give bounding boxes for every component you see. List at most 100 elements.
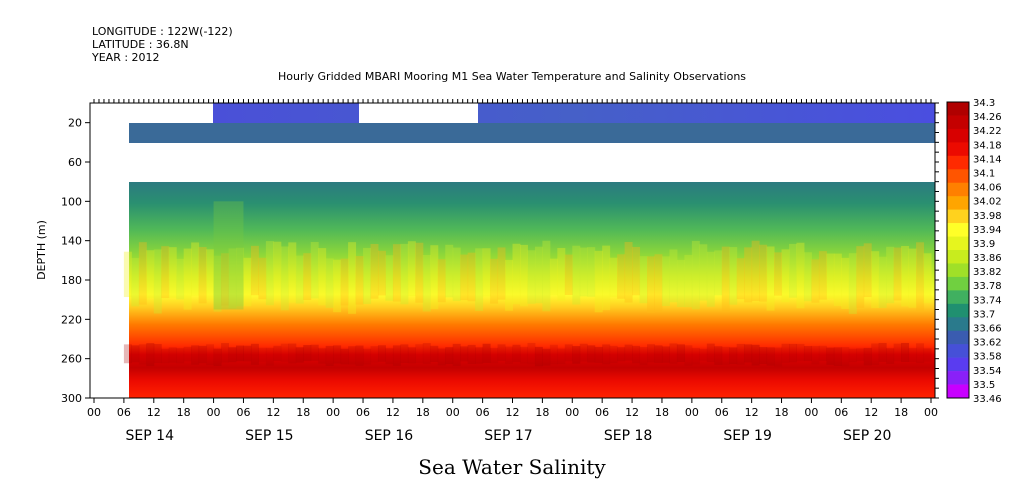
salinity-core-mark — [654, 345, 663, 363]
salinity-variation-mark — [699, 244, 708, 301]
salinity-variation-mark — [916, 242, 925, 311]
salinity-variation-mark — [460, 254, 469, 301]
latitude-text: LATITUDE : 36.8N — [92, 38, 189, 51]
salinity-core-mark — [467, 344, 476, 364]
colorbar-swatch — [947, 371, 969, 385]
salinity-variation-mark — [161, 246, 170, 299]
salinity-core-mark — [557, 348, 566, 365]
year-text: YEAR : 2012 — [91, 51, 160, 64]
salinity-variation-mark — [901, 245, 910, 307]
salinity-core-mark — [198, 345, 207, 364]
salinity-variation-mark — [886, 246, 895, 304]
salinity-variation-mark — [736, 258, 745, 300]
salinity-variation-mark — [549, 258, 558, 296]
salinity-variation-mark — [527, 250, 536, 304]
salinity-core-mark — [587, 345, 596, 363]
salinity-core-mark — [437, 348, 446, 366]
colorbar-label: 33.46 — [973, 394, 1002, 405]
x-tick-label: 06 — [715, 406, 729, 419]
salinity-variation-mark — [863, 243, 872, 298]
salinity-core-mark — [325, 345, 334, 366]
salinity-core-mark — [363, 348, 372, 365]
colorbar-label: 34.1 — [973, 168, 995, 179]
salinity-core-mark — [146, 343, 155, 367]
surface-salinity-band — [213, 103, 935, 123]
salinity-variation-mark — [445, 244, 454, 298]
salinity-variation-mark — [437, 259, 446, 303]
x-tick-label: 18 — [535, 406, 549, 419]
salinity-core-mark — [564, 344, 573, 362]
salinity-variation-mark — [572, 245, 581, 305]
salinity-variation-mark — [617, 254, 626, 299]
salinity-variation-mark — [564, 254, 573, 296]
salinity-variation-mark — [721, 246, 730, 313]
salinity-core-mark — [684, 345, 693, 366]
x-tick-label: 00 — [87, 406, 101, 419]
x-tick-label: 06 — [595, 406, 609, 419]
salinity-variation-mark — [310, 242, 319, 299]
x-tick-label: 12 — [625, 406, 639, 419]
colorbar-label: 34.22 — [973, 126, 1002, 137]
salinity-variation-mark — [594, 250, 603, 313]
x-axis: 00 06 12 18 00 06 12 18 00 06 12 18 00 06 12 18 00 06 12 18… — [87, 99, 938, 444]
salinity-variation-mark — [422, 254, 431, 312]
colorbar-label: 33.5 — [973, 380, 995, 391]
salinity-core-mark — [871, 343, 880, 365]
salinity-variation-mark — [639, 256, 648, 304]
colorbar-label: 33.66 — [973, 324, 1002, 335]
salinity-variation-mark — [198, 247, 207, 304]
salinity-core-mark — [258, 347, 267, 362]
salinity-variation-mark — [684, 254, 693, 308]
salinity-variation-mark — [878, 256, 887, 308]
salinity-variation-mark — [415, 242, 424, 303]
salinity-core-mark — [505, 346, 513, 364]
colorbar-swatch — [947, 142, 969, 157]
salinity-core-mark — [235, 345, 244, 362]
salinity-variation-mark — [661, 256, 670, 307]
colorbar-swatch — [947, 128, 969, 143]
colorbar-label: 33.94 — [973, 225, 1002, 236]
x-axis-label: Sea Water Salinity — [418, 455, 606, 479]
x-tick-label: 06 — [236, 406, 250, 419]
salinity-core-mark — [475, 347, 484, 364]
colorbar-swatch — [947, 317, 969, 332]
salinity-core-mark — [377, 345, 386, 362]
salinity-core-mark — [161, 348, 170, 364]
salinity-core-mark — [415, 344, 424, 363]
salinity-variation-mark — [153, 249, 162, 314]
salinity-core-mark — [818, 345, 827, 362]
salinity-core-mark — [908, 348, 917, 362]
x-tick-label: 18 — [296, 406, 310, 419]
salinity-core-mark — [519, 346, 528, 364]
salinity-core-mark — [340, 348, 349, 365]
x-day-label: SEP 16 — [365, 428, 414, 444]
salinity-variation-mark — [789, 243, 797, 298]
colorbar-swatch — [947, 236, 969, 251]
x-day-label: SEP 14 — [126, 428, 175, 444]
colorbar-label: 33.78 — [973, 281, 1002, 292]
salinity-variation-mark — [691, 240, 700, 310]
salinity-variation-mark — [377, 250, 386, 296]
salinity-core-mark — [348, 346, 357, 365]
salinity-core-mark — [288, 343, 297, 364]
salinity-variation-mark — [370, 243, 379, 299]
salinity-variation-mark — [803, 252, 812, 302]
salinity-core-mark — [676, 344, 685, 363]
salinity-core-mark — [766, 347, 775, 366]
salinity-core-mark — [138, 344, 147, 365]
x-tick-label: 12 — [506, 406, 520, 419]
salinity-variation-mark — [131, 257, 140, 307]
salinity-variation-mark — [542, 240, 551, 312]
salinity-core-mark — [549, 344, 558, 365]
salinity-variation-mark — [295, 255, 304, 304]
salinity-variation-mark — [206, 249, 215, 300]
salinity-core-mark — [385, 348, 394, 365]
colorbar-swatch — [947, 102, 969, 116]
salinity-variation-mark — [766, 246, 775, 311]
colorbar-swatch — [947, 290, 969, 305]
salinity-variation-mark — [729, 247, 738, 305]
x-tick-label: 12 — [266, 406, 280, 419]
x-tick-label: 06 — [117, 406, 131, 419]
y-tick-label: 100 — [61, 195, 82, 208]
